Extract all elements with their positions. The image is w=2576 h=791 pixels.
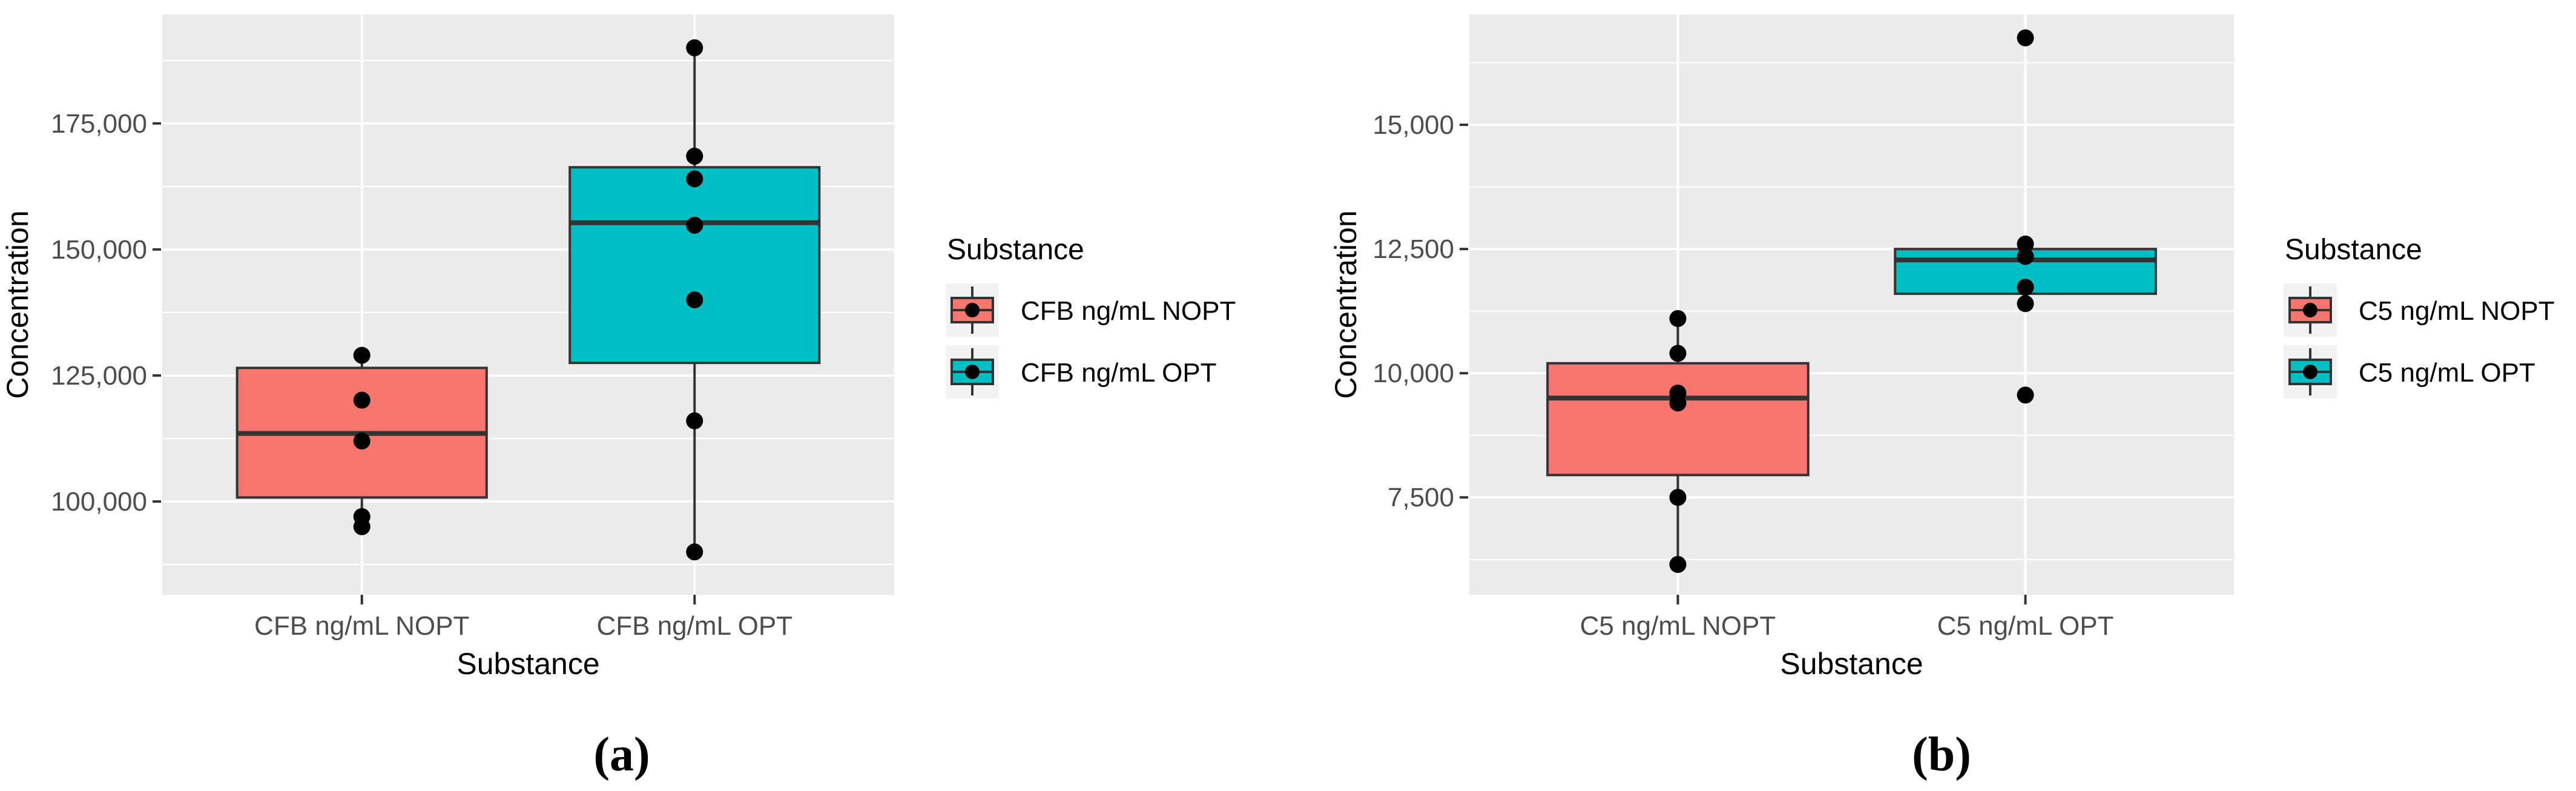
legend-entry: C5 ng/mL NOPT <box>2284 283 2555 337</box>
data-point <box>686 216 703 234</box>
data-point <box>1669 489 1687 506</box>
x-axis-title: Substance <box>1780 647 1923 681</box>
legend-key-point <box>965 365 980 379</box>
legend-entry: CFB ng/mL OPT <box>946 345 1217 399</box>
panel-background <box>1469 15 2234 595</box>
y-tick-label: 175,000 <box>51 109 147 139</box>
legend-key-point <box>965 303 980 317</box>
boxplot-nopt <box>236 346 488 535</box>
legend-title: Substance <box>947 234 1084 266</box>
data-point <box>2017 29 2034 47</box>
legend-label: CFB ng/mL OPT <box>1021 358 1217 388</box>
boxplot-opt <box>1894 29 2157 404</box>
x-tick-label: CFB ng/mL OPT <box>596 611 792 641</box>
data-point <box>2017 386 2034 404</box>
data-point <box>686 39 703 56</box>
legend-entry: CFB ng/mL NOPT <box>946 283 1236 337</box>
caption-a: (a) <box>593 728 650 781</box>
legend: Substance CFB ng/mL NOPT CFB ng/mL OPT <box>946 234 1236 399</box>
data-point <box>686 412 703 429</box>
data-point <box>1669 555 1687 573</box>
y-axis-title: Concentration <box>1 210 35 399</box>
legend-label: CFB ng/mL NOPT <box>1021 296 1236 326</box>
y-tick-label: 150,000 <box>51 235 147 265</box>
data-point <box>686 170 703 188</box>
caption-b: (b) <box>1912 728 1971 781</box>
y-axis-title: Concentration <box>1329 210 1363 399</box>
data-point <box>2017 279 2034 296</box>
legend: Substance C5 ng/mL NOPT C5 ng/mL OPT <box>2284 234 2555 399</box>
data-point <box>686 543 703 561</box>
data-point <box>2017 295 2034 313</box>
legend-key-point <box>2303 365 2317 379</box>
data-point <box>1669 345 1687 362</box>
x-tick-label: C5 ng/mL OPT <box>1937 611 2114 641</box>
box <box>1546 362 1810 477</box>
data-point <box>353 346 371 364</box>
data-point <box>353 391 371 409</box>
data-point <box>2017 235 2034 253</box>
data-point <box>686 291 703 309</box>
y-tick-label: 100,000 <box>51 487 147 517</box>
x-tick-label: CFB ng/mL NOPT <box>254 611 469 641</box>
chart-a: 100,000 125,000 150,000 175,000 CFB ng/mL NO… <box>1 15 1236 681</box>
boxplot-nopt <box>1546 309 1810 573</box>
data-point <box>1669 394 1687 412</box>
x-axis-title: Substance <box>456 647 599 681</box>
legend-label: C5 ng/mL NOPT <box>2359 296 2555 326</box>
legend-entry: C5 ng/mL OPT <box>2284 345 2535 399</box>
y-tick-label: 10,000 <box>1372 359 1454 388</box>
boxplot-opt <box>568 39 821 561</box>
chart-b: 7,500 10,000 12,500 15,000 C5 ng/mL NOPT C5 n… <box>1329 15 2555 681</box>
x-tick-label: C5 ng/mL NOPT <box>1580 611 1776 641</box>
data-point <box>353 432 371 450</box>
data-point <box>1669 309 1687 327</box>
y-tick-label: 12,500 <box>1372 234 1454 264</box>
box <box>568 166 821 365</box>
legend-title: Substance <box>2285 234 2422 266</box>
data-point <box>353 518 371 535</box>
legend-key-point <box>2303 303 2317 317</box>
y-tick-label: 15,000 <box>1372 110 1454 140</box>
legend-label: C5 ng/mL OPT <box>2359 358 2535 388</box>
data-point <box>2017 248 2034 265</box>
y-tick-label: 125,000 <box>51 361 147 391</box>
y-tick-label: 7,500 <box>1388 483 1454 512</box>
data-point <box>686 147 703 165</box>
